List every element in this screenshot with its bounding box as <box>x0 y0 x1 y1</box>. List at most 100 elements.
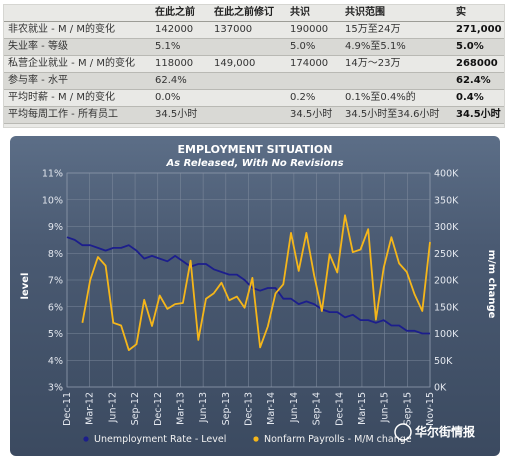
series-line-unemployment-rate <box>66 236 430 335</box>
x-tick-label: Sep-14 <box>312 392 323 425</box>
table-row: 私营企业就业 - M / M的变化 118000 149,000 174000 14万～… <box>4 56 504 73</box>
cell-label: 参与率 - 水平 <box>8 75 68 86</box>
right-tick-label: 200K <box>434 276 459 287</box>
legend-marker-payrolls <box>253 436 259 442</box>
cell-consensus: 0.2% <box>290 92 316 103</box>
x-tick-label: Jun-13 <box>198 392 209 423</box>
cell-actual: 271,000 <box>456 24 502 35</box>
cell-prior-revised: 137000 <box>214 24 253 35</box>
cell-label: 私营企业就业 - M / M的变化 <box>8 58 135 69</box>
left-axis-ticks: 3% 4% 5% 6% 7% 8% 9% 10% 11% <box>42 169 63 394</box>
cell-prior: 118000 <box>155 58 194 69</box>
header-consensus: 共识 <box>290 7 310 18</box>
chart-title: EMPLOYMENT SITUATION <box>178 143 333 156</box>
cell-label: 平均每周工作 - 所有员工 <box>8 109 118 120</box>
right-tick-label: 100K <box>434 329 459 340</box>
employment-situation-chart: EMPLOYMENT SITUATION As Released, With N… <box>10 136 500 456</box>
table-row: 平均每周工作 - 所有员工 34.5小时 34.5小时 34.5小时至34.6小时 34… <box>4 107 504 124</box>
right-tick-label: 250K <box>434 249 459 260</box>
legend-label-unemployment: Unemployment Rate - Level <box>94 434 226 445</box>
cell-consensus-range: 15万至24万 <box>345 24 401 35</box>
series-layer <box>66 214 431 352</box>
header-actual: 实 <box>456 7 466 18</box>
right-tick-label: 300K <box>434 222 459 233</box>
legend-label-payrolls: Nonfarm Payrolls - M/M change <box>264 434 412 445</box>
cell-consensus-range: 34.5小时至34.6小时 <box>345 109 440 120</box>
cell-prior: 5.1% <box>155 41 181 52</box>
left-tick-label: 3% <box>48 383 63 394</box>
cell-consensus: 5.0% <box>290 41 316 52</box>
table-row: 非农就业 - M / M的变化 142000 137000 190000 15万至24万… <box>4 22 504 39</box>
wechat-logo-icon <box>394 423 412 441</box>
header-prior: 在此之前 <box>155 7 195 18</box>
left-axis-label: level <box>20 273 31 300</box>
left-tick-label: 4% <box>48 356 63 367</box>
cell-actual: 62.4% <box>456 75 491 86</box>
left-tick-label: 9% <box>48 222 63 233</box>
x-tick-label: Mar-15 <box>357 392 368 425</box>
table-row: 失业率 - 等级 5.1% 5.0% 4.9%至5.1% 5.0% <box>4 39 504 56</box>
left-tick-label: 6% <box>48 302 63 313</box>
x-tick-label: Jun-14 <box>289 392 300 423</box>
watermark-text: 华尔街情报 <box>415 424 475 439</box>
left-tick-label: 7% <box>48 276 63 287</box>
chart-subtitle: As Released, With No Revisions <box>165 158 343 169</box>
x-tick-label: Jun-15 <box>380 392 391 423</box>
table-row: 平均时薪 - M / M的变化 0.0% 0.2% 0.1%至0.4%的 0.4% <box>4 90 504 107</box>
x-tick-label: Dec-13 <box>244 392 255 426</box>
series-line-nonfarm-payrolls <box>81 214 431 352</box>
x-tick-label: Mar-14 <box>266 392 277 425</box>
right-tick-label: 150K <box>434 302 459 313</box>
x-tick-label: Jun-12 <box>107 392 118 423</box>
cell-consensus: 190000 <box>290 24 329 35</box>
x-tick-label: Dec-11 <box>62 392 73 426</box>
cell-consensus-range: 0.1%至0.4%的 <box>345 92 416 103</box>
x-tick-label: Mar-12 <box>85 392 96 425</box>
cell-prior-revised: 149,000 <box>214 58 256 69</box>
x-tick-label: Sep-13 <box>221 392 232 425</box>
right-tick-label: 400K <box>434 169 459 180</box>
gridlines <box>66 172 431 388</box>
left-tick-label: 8% <box>48 249 63 260</box>
table-row: 参与率 - 水平 62.4% 62.4% <box>4 73 504 90</box>
x-tick-label: Mar-13 <box>175 392 186 425</box>
left-tick-label: 10% <box>42 195 63 206</box>
cell-prior: 34.5小时 <box>155 109 198 120</box>
cell-consensus: 34.5小时 <box>290 109 333 120</box>
watermark: 华尔街情报 <box>394 423 475 441</box>
x-tick-label: Nov-15 <box>425 392 436 426</box>
legend: Unemployment Rate - Level Nonfarm Payrol… <box>83 434 412 445</box>
cell-consensus-range: 14万～23万 <box>345 58 401 69</box>
cell-actual: 0.4% <box>456 92 484 103</box>
left-tick-label: 5% <box>48 329 63 340</box>
release-table: 在此之前 在此之前修订 共识 共识范围 实非农就业 - M / M的变化 142000 13… <box>3 4 505 128</box>
x-axis-ticks: Dec-11 Mar-12 Jun-12 Sep-12 Dec-12 Mar-13 Jun-… <box>62 392 436 426</box>
table-header-row: 在此之前 在此之前修订 共识 共识范围 实 <box>4 5 504 22</box>
cell-prior: 142000 <box>155 24 194 35</box>
x-tick-label: Dec-14 <box>334 392 345 426</box>
cell-label: 非农就业 - M / M的变化 <box>8 24 115 35</box>
cell-actual: 268000 <box>456 58 498 69</box>
cell-prior: 62.4% <box>155 75 187 86</box>
right-tick-label: 350K <box>434 195 459 206</box>
right-tick-label: 50K <box>434 356 453 367</box>
x-tick-label: Sep-15 <box>402 392 413 425</box>
left-tick-label: 11% <box>42 169 63 180</box>
cell-consensus: 174000 <box>290 58 329 69</box>
cell-prior: 0.0% <box>155 92 181 103</box>
cell-label: 平均时薪 - M / M的变化 <box>8 92 115 103</box>
cell-label: 失业率 - 等级 <box>8 41 68 52</box>
plot-border <box>66 172 431 388</box>
right-tick-label: 0K <box>434 383 447 394</box>
cell-actual: 34.5小时 <box>456 109 501 120</box>
cell-consensus-range: 4.9%至5.1% <box>345 41 406 52</box>
x-tick-label: Sep-12 <box>130 392 141 425</box>
header-prior-revised: 在此之前修订 <box>214 7 274 18</box>
right-axis-label: m/m change <box>486 250 497 319</box>
x-tick-label: Dec-12 <box>153 392 164 426</box>
header-consensus-range: 共识范围 <box>345 7 385 18</box>
right-axis-ticks: 0K 50K 100K 150K 200K 250K 300K 350K 400K <box>434 169 459 394</box>
chart-canvas: EMPLOYMENT SITUATION As Released, With N… <box>20 143 497 445</box>
cell-actual: 5.0% <box>456 41 484 52</box>
legend-marker-unemployment <box>83 436 89 442</box>
